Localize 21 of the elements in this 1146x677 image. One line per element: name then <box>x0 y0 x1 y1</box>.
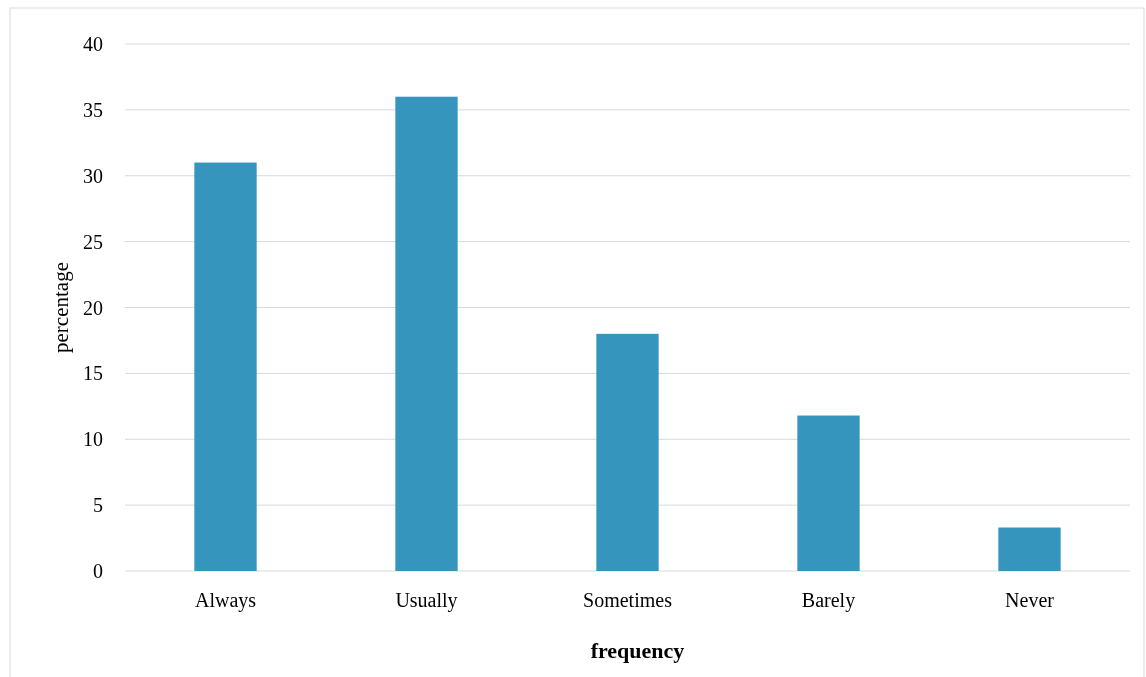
y-tick-label: 35 <box>83 98 103 121</box>
y-tick-label: 0 <box>93 560 103 582</box>
x-axis-title: frequency <box>590 638 685 663</box>
y-tick-label: 25 <box>83 230 103 253</box>
bar <box>797 415 860 571</box>
y-tick-label: 5 <box>93 494 103 517</box>
x-tick-label: Sometimes <box>583 589 673 611</box>
bar <box>998 527 1061 571</box>
y-tick-label: 20 <box>83 296 103 319</box>
x-tick-label: Usually <box>395 589 458 612</box>
y-tick-label: 40 <box>83 33 103 55</box>
x-tick-label: Always <box>194 589 257 612</box>
bar <box>395 96 458 571</box>
x-tick-label: Never <box>1005 589 1055 611</box>
y-axis-title: percentage <box>49 262 73 353</box>
y-tick-label: 15 <box>83 362 103 385</box>
y-tick-label: 30 <box>83 164 103 187</box>
bar <box>194 162 257 571</box>
bar <box>596 333 659 571</box>
y-tick-label: 10 <box>83 428 103 451</box>
x-tick-label: Barely <box>801 589 856 612</box>
